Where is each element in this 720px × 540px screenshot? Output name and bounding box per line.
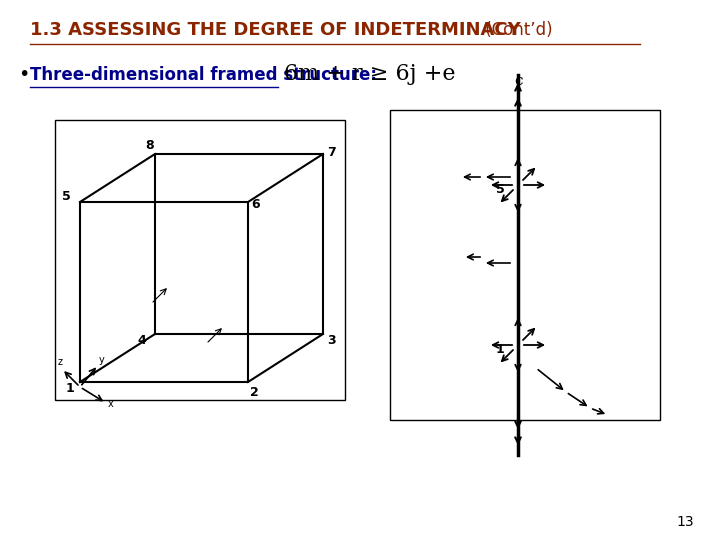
Text: 5: 5 (62, 190, 71, 203)
Bar (55, 120, 345, 400)
Text: 6m + r ≥ 6j +e: 6m + r ≥ 6j +e (284, 63, 456, 85)
Text: 1: 1 (66, 382, 75, 395)
Text: 2: 2 (250, 386, 258, 399)
Bar (390, 110, 660, 420)
Text: 3: 3 (327, 334, 336, 347)
Text: 1.3 ASSESSING THE DEGREE OF INDETERMINACY: 1.3 ASSESSING THE DEGREE OF INDETERMINAC… (30, 21, 521, 39)
Text: Three-dimensional framed structure:: Three-dimensional framed structure: (30, 66, 377, 84)
Text: 13: 13 (676, 515, 694, 529)
Text: c: c (514, 74, 523, 88)
Text: 5: 5 (496, 183, 505, 196)
Text: 7: 7 (327, 146, 336, 159)
Text: •: • (18, 65, 30, 84)
Text: z: z (58, 357, 63, 367)
Text: (Cont’d): (Cont’d) (480, 21, 553, 39)
Text: 6: 6 (251, 198, 260, 211)
Text: 4: 4 (137, 334, 145, 347)
Text: y: y (99, 355, 104, 365)
Text: 1: 1 (496, 343, 505, 356)
Text: x: x (108, 399, 114, 409)
Text: 8: 8 (145, 139, 153, 152)
